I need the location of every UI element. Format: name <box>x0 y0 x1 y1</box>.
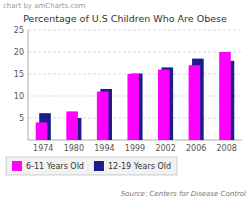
source: Source: Centers for Disease Control <box>121 190 246 198</box>
watermark: chart by amCharts.com <box>3 2 86 10</box>
x-tick-label: 1974 <box>33 144 53 153</box>
grid-line <box>28 52 242 53</box>
legend: 6-11 Years Old 12-19 Years Old <box>6 157 177 175</box>
y-tick-label: 5 <box>19 114 24 123</box>
x-tick-label: 1994 <box>94 144 114 153</box>
x-tick-label: 2006 <box>186 144 206 153</box>
legend-box <box>6 157 177 175</box>
grid-line <box>28 30 242 31</box>
bars <box>36 52 235 140</box>
bar <box>66 111 78 140</box>
chart: chart by amCharts.com Source: Centers for… <box>0 0 250 200</box>
y-tick-label: 25 <box>14 26 24 35</box>
bar <box>219 52 231 140</box>
legend-swatch <box>12 161 22 171</box>
x-tick-label: 1999 <box>125 144 145 153</box>
y-tick-label: 10 <box>14 92 24 101</box>
y-axis-line <box>28 30 29 140</box>
bar <box>97 92 109 140</box>
x-tick-label: 2008 <box>217 144 237 153</box>
y-tick-label: 20 <box>14 48 24 57</box>
bar <box>36 122 48 140</box>
legend-swatch <box>94 161 104 171</box>
x-tick-label: 2002 <box>155 144 175 153</box>
title: Percentage of U.S Children Who Are Obese <box>23 13 227 24</box>
x-tick-label: 1980 <box>64 144 84 153</box>
bar <box>189 65 201 140</box>
bar <box>127 74 139 140</box>
y-tick-label: 15 <box>14 70 24 79</box>
bar <box>158 70 170 140</box>
legend-label: 12-19 Years Old <box>108 162 171 171</box>
legend-label: 6-11 Years Old <box>26 162 84 171</box>
